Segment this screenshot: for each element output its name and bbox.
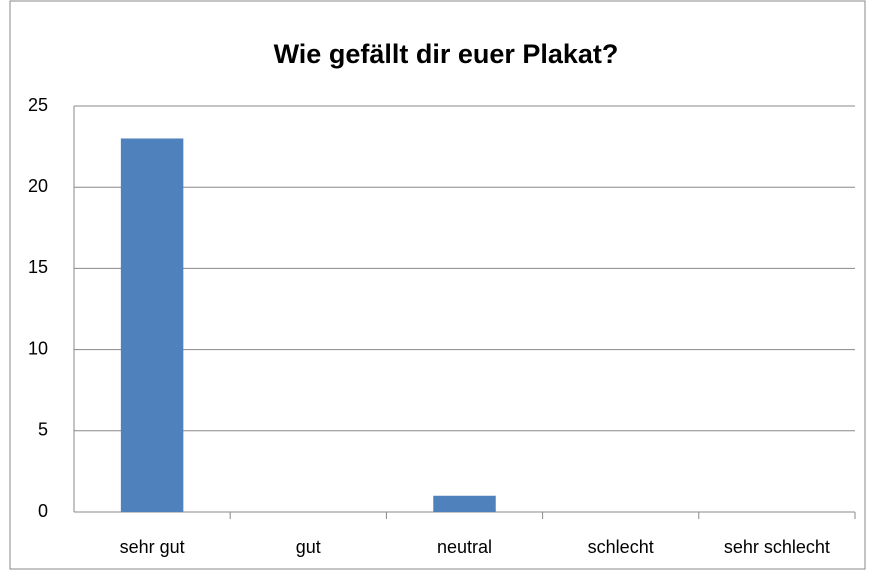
y-tick-label: 15 (28, 257, 48, 277)
x-tick-label: sehr schlecht (724, 537, 830, 557)
x-tick-label: sehr gut (120, 537, 185, 557)
x-tick-label: neutral (437, 537, 492, 557)
bar (120, 138, 184, 513)
y-tick-label: 5 (38, 420, 48, 440)
y-tick-label: 25 (28, 95, 48, 115)
x-tick-label: schlecht (588, 537, 654, 557)
bar (433, 495, 496, 512)
x-tick-label: gut (296, 537, 321, 557)
chart-title: Wie gefällt dir euer Plakat? (274, 39, 619, 69)
y-tick-label: 20 (28, 176, 48, 196)
y-tick-label: 10 (28, 338, 48, 358)
y-tick-label: 0 (38, 501, 48, 521)
